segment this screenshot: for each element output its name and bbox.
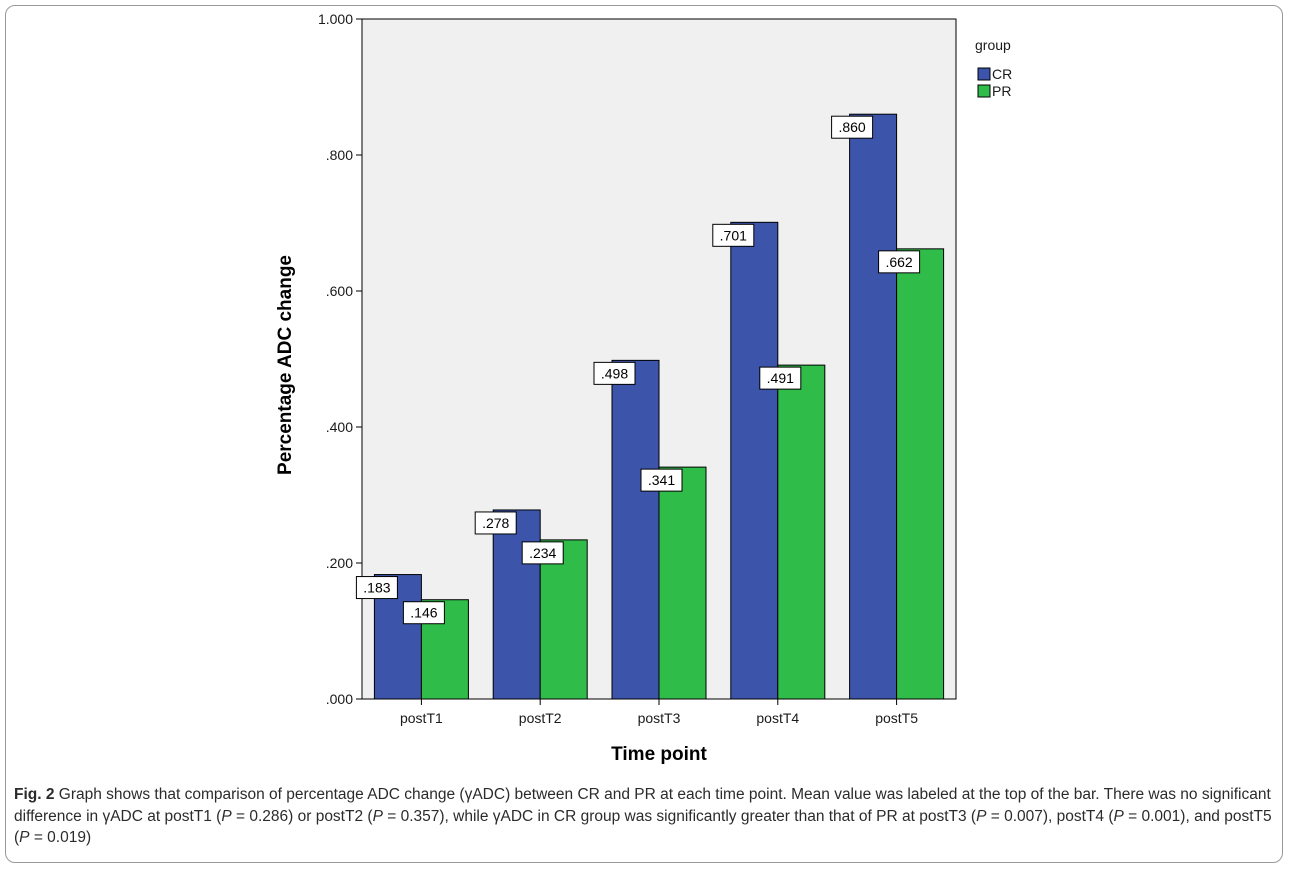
bar-label-box	[878, 250, 921, 274]
legend-label-cr: CR	[992, 66, 1012, 82]
bar-cr-postt4	[730, 221, 779, 700]
bar-value-label: .341	[648, 472, 675, 488]
bar-label-box	[402, 601, 445, 625]
x-tick-label: postT4	[756, 710, 799, 726]
y-axis: .000 .200 .400 .600 .800 1.000	[318, 11, 362, 707]
y-axis-title: Percentage ADC change	[275, 255, 296, 475]
bar-value-label: .146	[410, 605, 437, 621]
caption-italic-text: P	[1113, 807, 1124, 825]
bar-value-label: .701	[720, 227, 747, 243]
caption-italic-text: P	[221, 807, 232, 825]
x-tick-label: postT5	[875, 710, 918, 726]
bar-label-box	[759, 366, 802, 390]
bar-label-box	[355, 576, 398, 600]
bar-label-box	[521, 541, 564, 565]
x-tick-label: postT1	[400, 710, 443, 726]
bar-label-box	[831, 115, 874, 139]
bar-value-label: .234	[529, 545, 556, 561]
bar-value-label: .860	[838, 119, 865, 135]
caption-figure-label: Fig. 2	[14, 786, 55, 803]
bar-cr-postt3	[611, 359, 660, 700]
legend-swatch-pr	[977, 84, 991, 98]
bar-pr-postt4	[777, 364, 826, 700]
caption-italic-text: P	[976, 807, 987, 825]
bar-cr-postt2	[492, 509, 541, 700]
x-tick-label: postT3	[638, 710, 681, 726]
x-tick-label: postT2	[519, 710, 562, 726]
bar-value-label: .491	[767, 370, 794, 386]
bar-value-label: .662	[885, 254, 912, 270]
caption-italic-text: P	[372, 807, 383, 825]
caption-italic-text: P	[19, 829, 30, 846]
caption-text-run: = 0.357), while γADC in CR group was sig…	[382, 807, 977, 825]
bar-value-label: .498	[601, 365, 628, 381]
caption-text-run: Graph shows that comparison of percentag…	[14, 786, 1271, 825]
legend-swatch-cr	[977, 67, 991, 81]
bar-value-labels: .183 .146 .278 .234 .498 .341 .701 .491 .860 .662	[355, 115, 921, 625]
x-axis-title: Time point	[611, 744, 707, 765]
bar-value-label: .183	[363, 580, 390, 596]
x-axis: postT1 postT2 postT3 postT4 postT5	[400, 699, 918, 726]
legend-title: group	[975, 37, 1011, 53]
figure-caption: Fig. 2 Graph shows that comparison of pe…	[14, 784, 1276, 849]
bar-pr-postt5	[896, 248, 945, 700]
y-tick-label: 1.000	[318, 11, 353, 27]
y-tick-label: .800	[326, 147, 353, 163]
caption-text-run: = 0.007), postT4 (	[986, 807, 1114, 825]
caption-text: Graph shows that comparison of percentag…	[14, 786, 1272, 846]
bar-label-box	[712, 223, 755, 247]
legend-label-pr: PR	[992, 83, 1011, 99]
caption-text-run: = 0.286) or postT2 (	[231, 807, 373, 825]
y-tick-label: .000	[326, 691, 353, 707]
bar-pr-postt3	[658, 466, 707, 700]
bar-label-box	[593, 361, 636, 385]
caption-text-run: = 0.019)	[29, 829, 92, 846]
y-tick-label: .600	[326, 283, 353, 299]
caption-text-run: = 0.001), and postT5 (	[14, 807, 1272, 847]
bar-pr-postt2	[539, 539, 588, 700]
bar-label-box	[474, 511, 517, 535]
bar-cr-postt5	[849, 113, 898, 700]
bar-label-box	[640, 468, 683, 492]
y-tick-label: .200	[326, 555, 353, 571]
y-tick-label: .400	[326, 419, 353, 435]
bar-value-label: .278	[482, 515, 509, 531]
